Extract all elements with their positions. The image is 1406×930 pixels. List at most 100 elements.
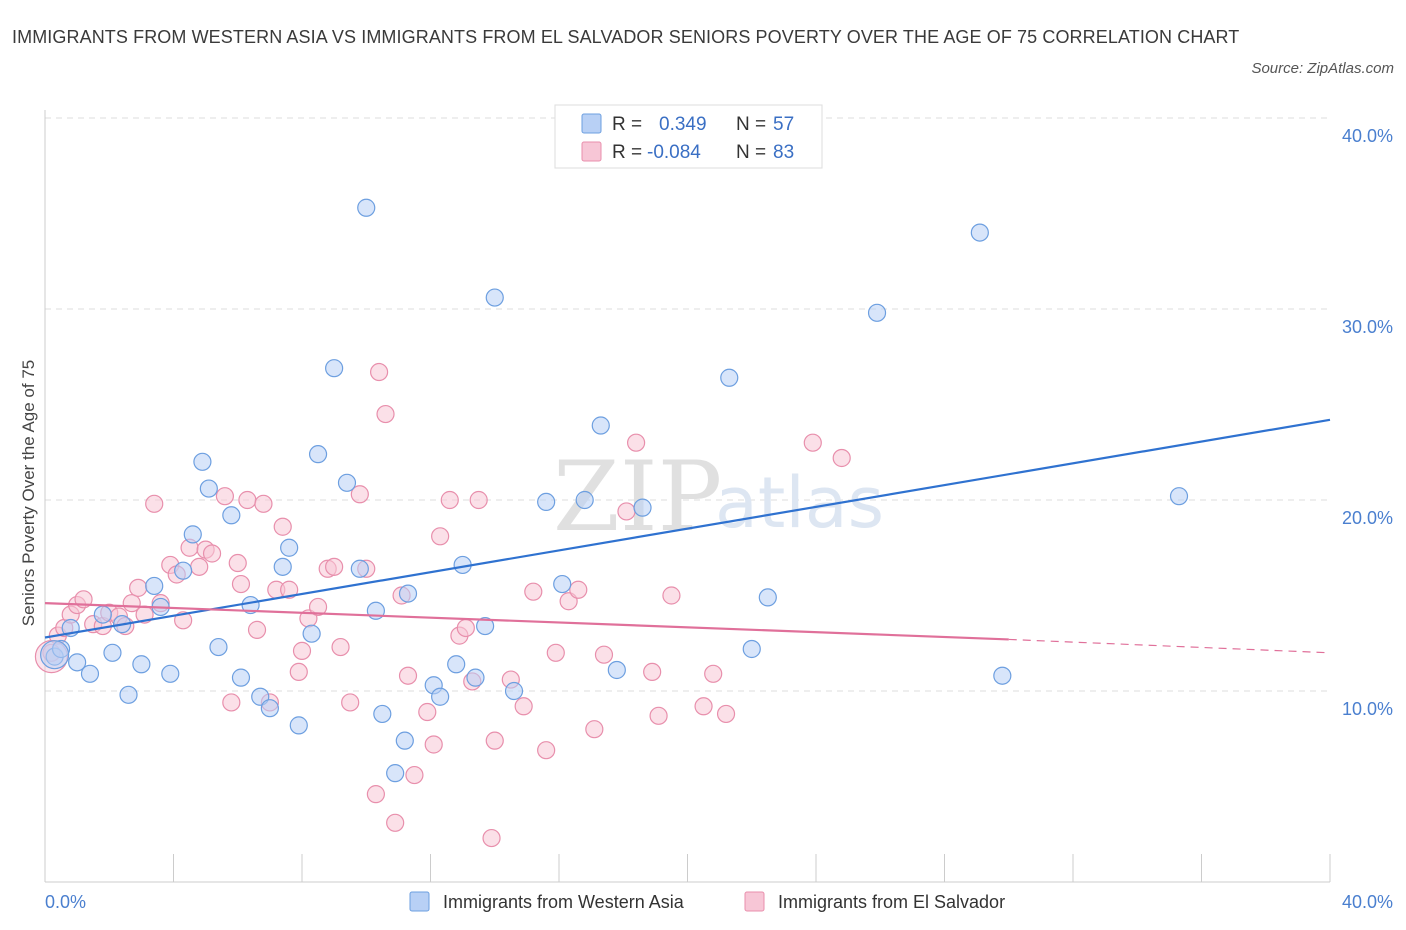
point-el-salvador	[546, 643, 565, 662]
point-western-asia	[476, 616, 495, 636]
point-el-salvador	[418, 702, 437, 722]
point-el-salvador	[280, 580, 299, 599]
point-western-asia	[145, 576, 164, 596]
point-el-salvador	[569, 580, 588, 599]
point-western-asia	[504, 681, 524, 701]
point-western-asia	[758, 588, 777, 607]
point-western-asia	[231, 668, 251, 687]
point-el-salvador	[145, 494, 164, 513]
y-tick-label: 30.0%	[1342, 317, 1393, 337]
point-western-asia	[273, 557, 292, 576]
point-western-asia	[485, 288, 504, 307]
point-western-asia	[357, 198, 376, 217]
point-western-asia	[993, 666, 1012, 685]
point-western-asia	[633, 498, 652, 517]
y-axis-label: Seniors Poverty Over the Age of 75	[19, 360, 38, 626]
point-western-asia	[575, 490, 594, 510]
point-western-asia	[280, 538, 299, 557]
point-el-salvador	[440, 490, 459, 510]
point-el-salvador	[376, 404, 395, 424]
point-el-salvador	[626, 433, 646, 452]
point-western-asia	[386, 764, 405, 783]
bottom-legend: Immigrants from Western Asia Immigrants …	[409, 891, 1005, 912]
y-tick-label: 20.0%	[1342, 508, 1393, 528]
y-tick-label: 40.0%	[1342, 126, 1393, 146]
point-western-asia	[103, 643, 122, 662]
point-western-asia	[209, 637, 228, 657]
point-el-salvador	[803, 433, 822, 452]
legend-r-label-blue: R =	[612, 114, 642, 135]
point-el-salvador	[129, 578, 148, 597]
point-western-asia	[119, 685, 138, 704]
legend-swatch-pink	[581, 141, 602, 162]
point-western-asia	[720, 368, 739, 387]
chart-title: IMMIGRANTS FROM WESTERN ASIA VS IMMIGRAN…	[12, 27, 1240, 47]
point-western-asia	[337, 473, 357, 492]
point-el-salvador	[662, 586, 681, 605]
legend-n-label-blue: N =	[736, 114, 766, 135]
point-el-salvador	[273, 517, 292, 536]
point-el-salvador	[202, 544, 222, 563]
point-western-asia	[742, 639, 761, 659]
point-western-asia	[302, 624, 321, 643]
point-western-asia	[553, 574, 572, 594]
point-el-salvador	[456, 618, 475, 638]
point-western-asia	[591, 416, 610, 435]
point-el-salvador	[514, 697, 533, 716]
bottom-legend-label-blue: Immigrants from Western Asia	[443, 892, 685, 912]
watermark-atlas: atlas	[715, 462, 884, 544]
point-western-asia	[607, 660, 626, 680]
point-el-salvador	[694, 697, 713, 716]
point-western-asia	[199, 479, 218, 498]
point-el-salvador	[617, 502, 636, 521]
point-western-asia	[260, 699, 279, 718]
point-western-asia	[93, 605, 112, 624]
point-western-asia	[1169, 487, 1189, 506]
point-el-salvador	[308, 597, 328, 617]
point-el-salvador	[398, 666, 418, 685]
series-western-asia	[40, 198, 1189, 783]
point-western-asia	[398, 584, 418, 603]
point-el-salvador	[254, 494, 273, 513]
point-el-salvador	[341, 693, 360, 712]
point-western-asia	[174, 561, 193, 580]
point-el-salvador	[424, 735, 443, 754]
point-el-salvador	[431, 527, 450, 546]
point-el-salvador	[289, 662, 308, 682]
point-western-asia	[466, 668, 485, 687]
point-el-salvador	[350, 485, 369, 504]
trendline-el-salvador	[44, 602, 1009, 641]
point-western-asia	[447, 655, 466, 674]
point-el-salvador	[594, 645, 614, 664]
point-el-salvador	[331, 637, 350, 657]
source-label: Source: ZipAtlas.com	[1251, 60, 1394, 77]
point-el-salvador	[174, 611, 193, 630]
point-el-salvador	[247, 620, 267, 639]
x-tick-label: 0.0%	[45, 892, 86, 912]
legend-r-value-pink: -0.084	[647, 142, 701, 163]
legend-n-label-pink: N =	[736, 142, 766, 163]
point-el-salvador	[643, 662, 662, 682]
point-western-asia	[193, 452, 212, 471]
point-el-salvador	[366, 785, 385, 804]
point-western-asia	[537, 492, 556, 512]
bottom-legend-label-pink: Immigrants from El Salvador	[778, 892, 1005, 912]
watermark: ZIP atlas	[553, 441, 884, 553]
point-el-salvador	[649, 706, 668, 725]
point-el-salvador	[231, 574, 251, 594]
legend-r-label-pink: R =	[612, 142, 642, 163]
point-western-asia	[132, 655, 151, 674]
point-el-salvador	[292, 641, 312, 660]
point-western-asia	[970, 223, 989, 242]
legend-n-value-blue: 57	[773, 114, 794, 135]
point-western-asia	[289, 716, 308, 735]
point-western-asia	[373, 704, 392, 724]
point-western-asia	[183, 525, 202, 544]
point-el-salvador	[716, 704, 736, 724]
y-tick-label: 10.0%	[1342, 699, 1393, 719]
trendline-western-asia	[44, 418, 1331, 639]
point-el-salvador	[215, 487, 234, 506]
x-tick-label: 40.0%	[1342, 892, 1393, 912]
point-el-salvador	[238, 490, 257, 510]
